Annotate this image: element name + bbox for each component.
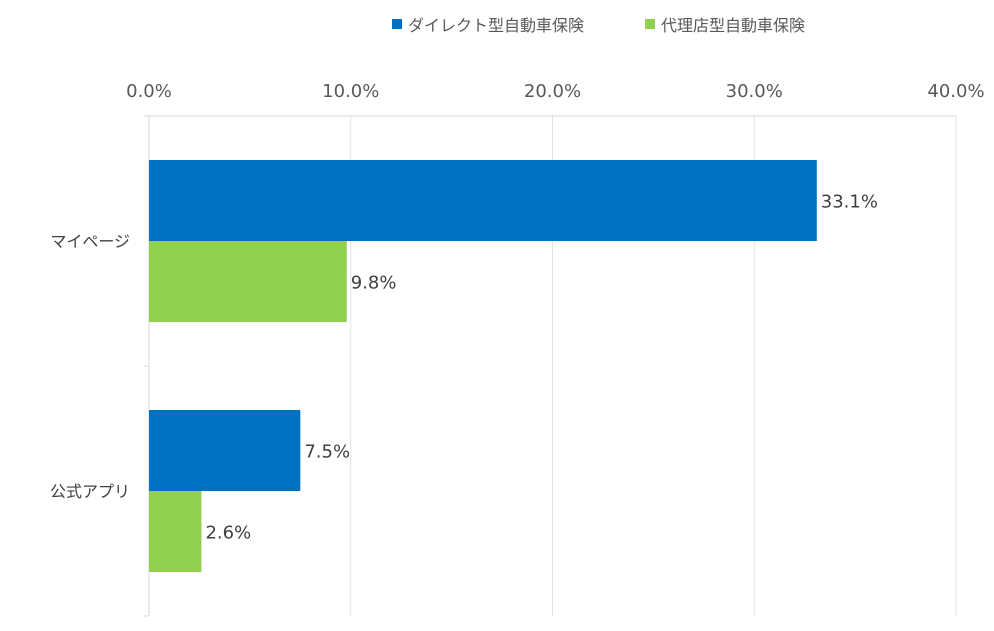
x-tick-label-0: 0.0%	[126, 81, 172, 102]
bar-1-1	[149, 491, 202, 572]
legend-swatch-direct	[392, 19, 402, 29]
bar-0-1	[149, 410, 301, 491]
category-label-1: 公式アプリ	[50, 482, 130, 501]
data-label-1-0: 9.8%	[351, 273, 397, 294]
data-label-0-0: 33.1%	[821, 192, 878, 213]
data-label-1-1: 2.6%	[205, 523, 251, 544]
category-label-0: マイページ	[50, 232, 130, 251]
x-tick-label-4: 40.0%	[927, 81, 984, 102]
legend-item-agency: 代理店型自動車保険	[645, 12, 805, 36]
legend: ダイレクト型自動車保険 代理店型自動車保険	[0, 12, 994, 36]
legend-label-agency: 代理店型自動車保険	[661, 16, 806, 35]
x-tick-label-1: 10.0%	[322, 81, 379, 102]
x-tick-label-2: 20.0%	[524, 81, 581, 102]
bar-0-0	[149, 160, 817, 241]
legend-swatch-agency	[645, 19, 655, 29]
data-label-0-1: 7.5%	[304, 442, 350, 463]
x-tick-label-3: 30.0%	[726, 81, 783, 102]
legend-label-direct: ダイレクト型自動車保険	[408, 16, 585, 35]
bar-1-0	[149, 241, 347, 322]
legend-item-direct: ダイレクト型自動車保険	[392, 12, 584, 36]
